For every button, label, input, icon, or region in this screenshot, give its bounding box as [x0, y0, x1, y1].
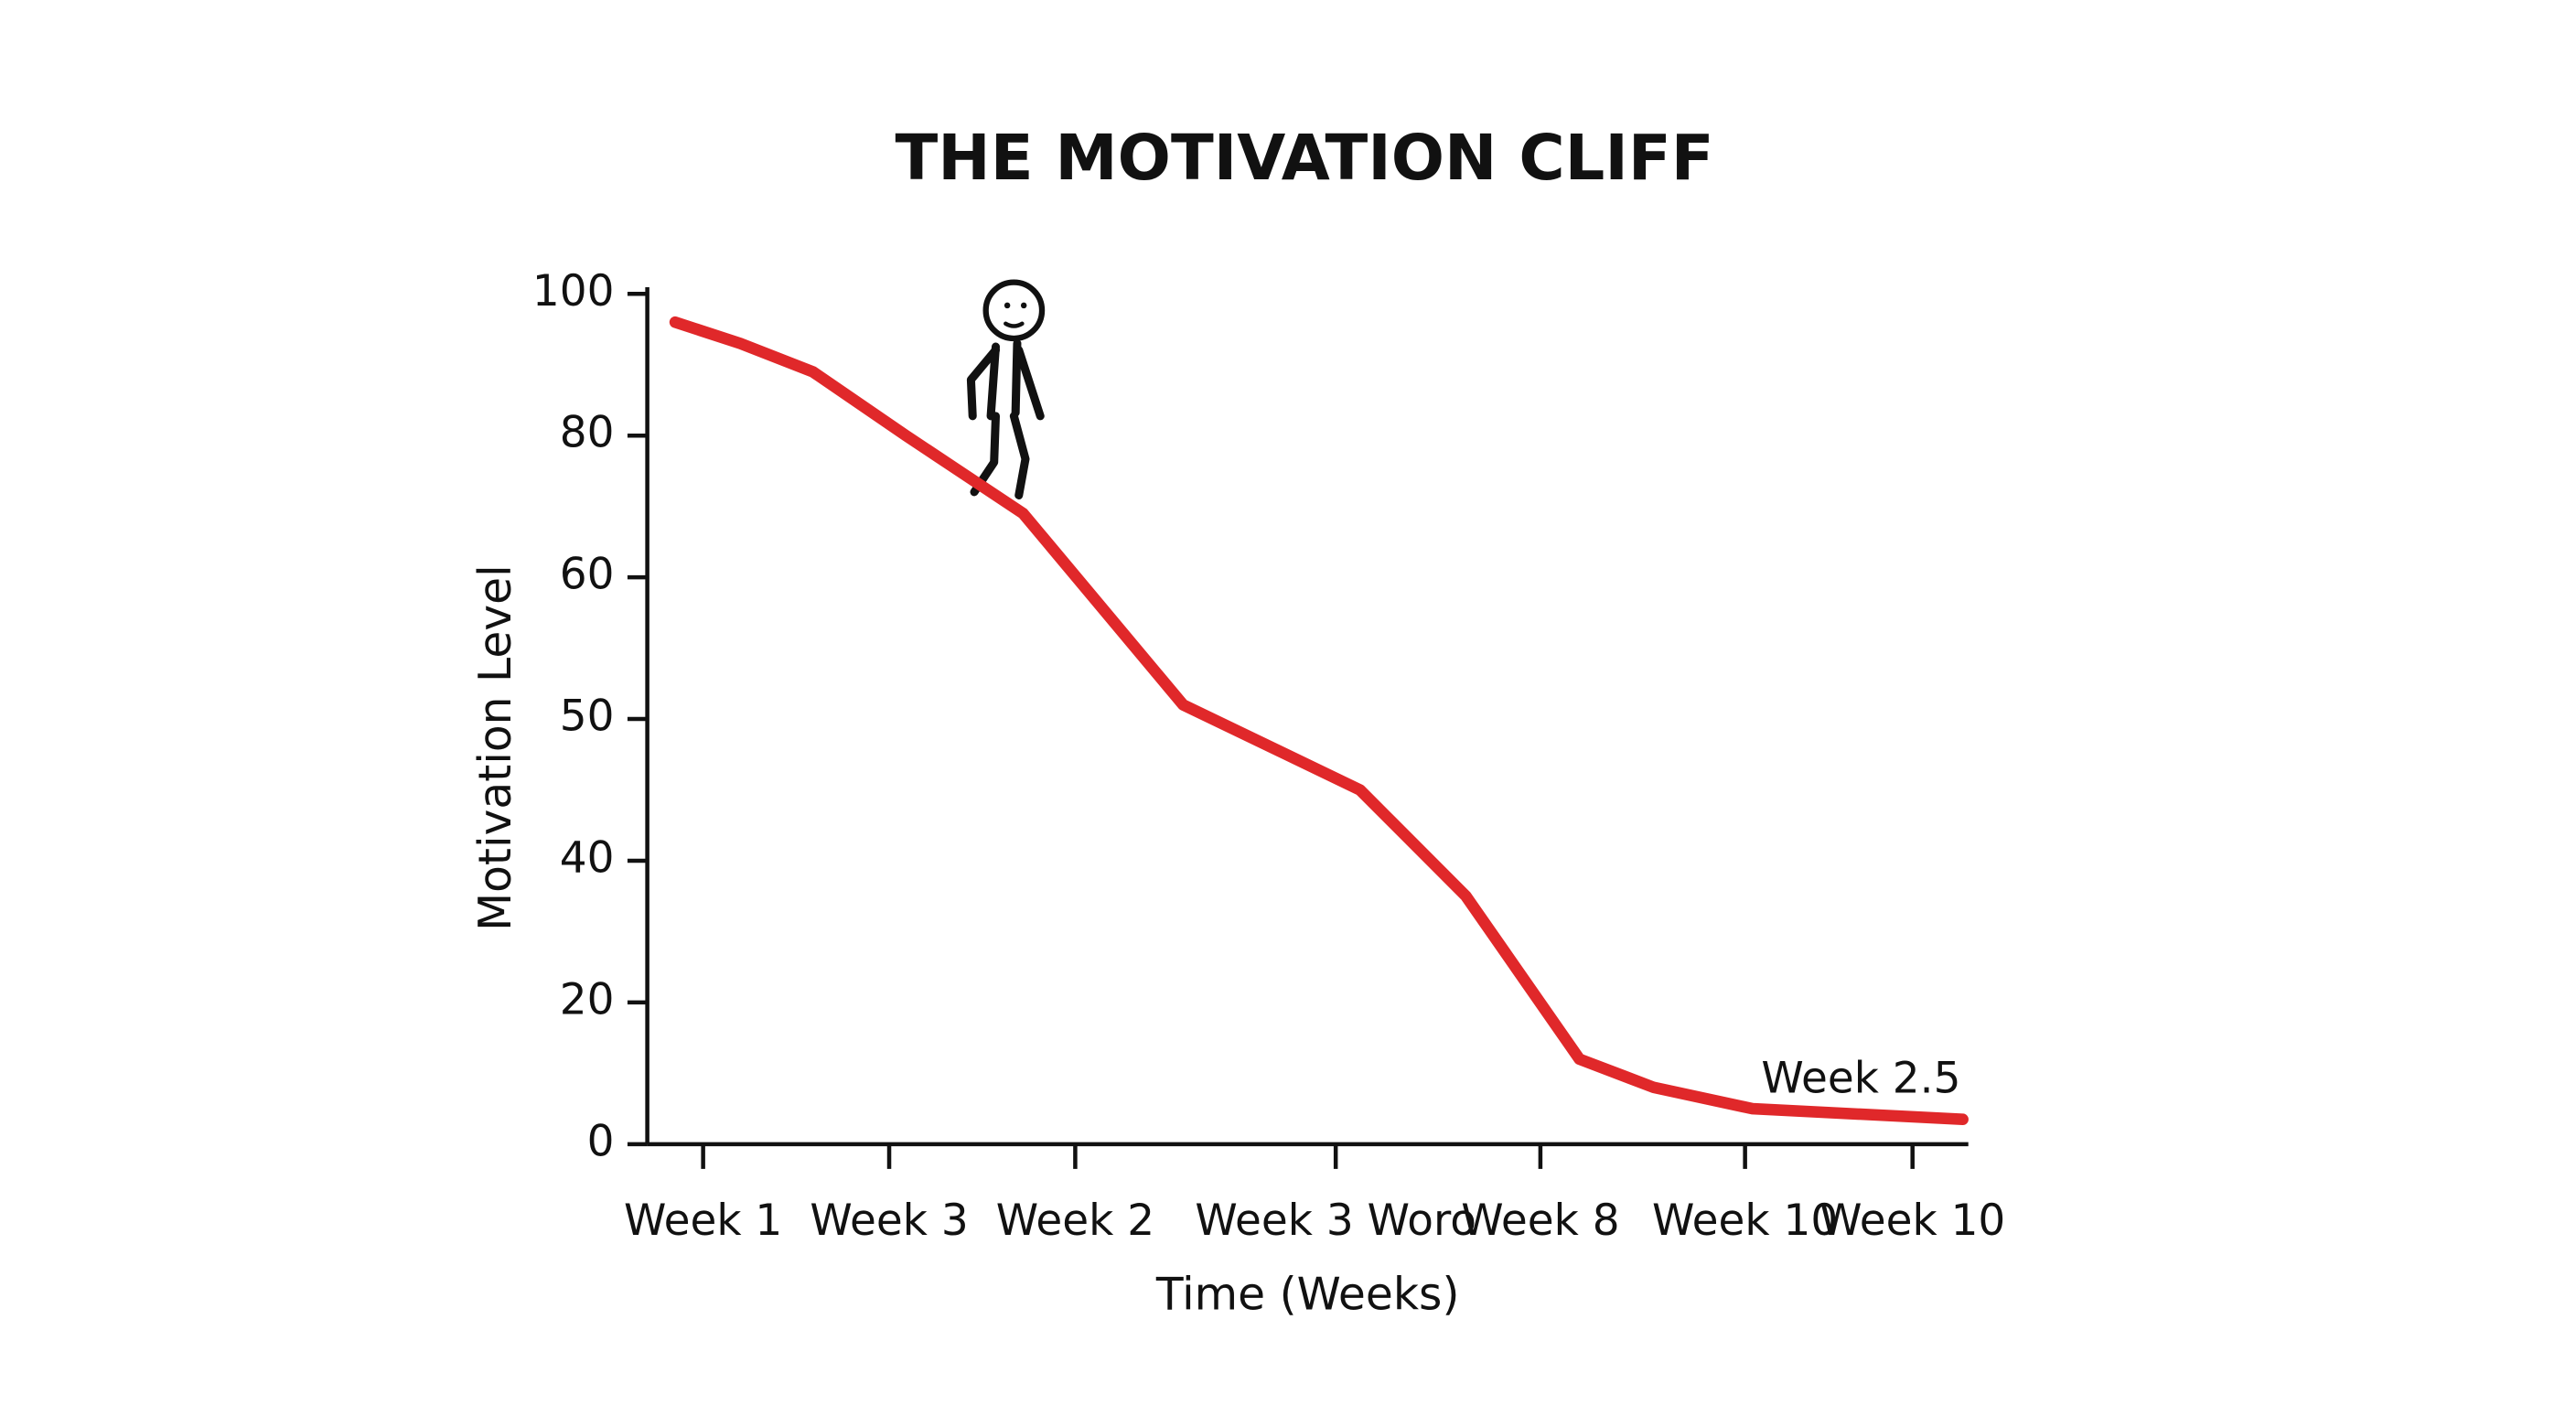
x-tick-label: Week 3 Woro	[1195, 1196, 1476, 1246]
x-tick-label: Week 2	[996, 1196, 1154, 1246]
annotation: Week 2.5	[1761, 1054, 1960, 1104]
x-tick-label: Week 8	[1461, 1196, 1619, 1246]
y-tick-label: 20	[560, 974, 615, 1024]
x-tick-label: Week 10	[1652, 1196, 1838, 1246]
stick-figure	[966, 279, 1046, 499]
y-axis-label: Motivation Level	[470, 564, 521, 931]
x-axis-label: Time (Weeks)	[1155, 1270, 1460, 1321]
chart-title: THE MOTIVATION CLIFF	[896, 122, 1714, 195]
y-tick-label: 80	[560, 408, 615, 458]
x-tick-label: Week 10	[1819, 1196, 2005, 1246]
y-tick-label: 60	[560, 550, 615, 600]
y-tick-label: 50	[560, 692, 615, 742]
y-tick-label: 100	[532, 266, 615, 316]
y-tick-label: 0	[587, 1116, 615, 1166]
line	[669, 316, 1969, 1126]
x-tick-label: Week 3	[810, 1196, 968, 1246]
x-tick-label: Week 1	[624, 1196, 782, 1246]
y-tick-label: 40	[560, 832, 615, 883]
